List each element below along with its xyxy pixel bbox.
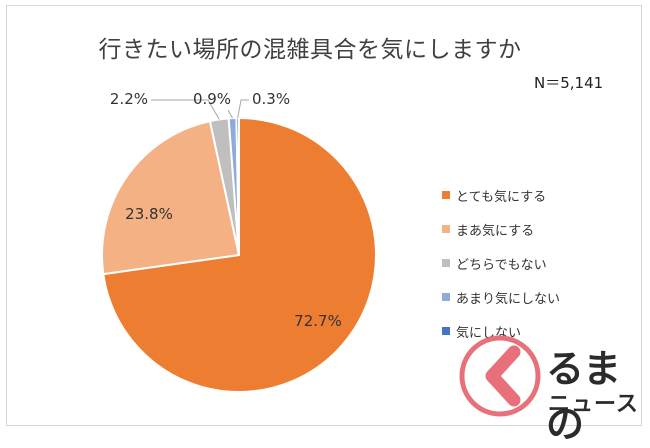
legend-swatch-1 [442,191,450,199]
leader-line-5 [237,99,249,119]
legend-entry-4: あまり気にしない [442,280,560,314]
legend: とても気にする まあ気にする どちらでもない あまり気にしない 気にしない [442,178,560,348]
legend-label-1: とても気にする [456,189,547,205]
data-label-3: 2.2% [110,90,148,108]
legend-entry-2: まあ気にする [442,212,560,246]
legend-entry-1: とても気にする [442,178,560,212]
leader-line-4 [227,109,233,119]
legend-swatch-3 [442,259,450,267]
legend-swatch-5 [442,327,450,335]
logo-text-top: るまの [546,347,621,446]
data-label-5: 0.3% [252,90,290,108]
legend-label-3: どちらでもない [456,257,547,273]
data-label-2: 23.8% [125,205,173,223]
logo-mark-icon [459,335,541,417]
pie-chart: 72.7% 23.8% 2.2% 0.9% 0.3% [101,90,377,393]
legend-swatch-2 [442,225,450,233]
logo-text-bottom: ニュース [548,392,639,417]
legend-swatch-4 [442,293,450,301]
leader-line-3 [151,99,220,120]
legend-entry-3: どちらでもない [442,246,560,280]
chart-title: 行きたい場所の混雑具合を気にしますか [98,37,522,63]
kuruma-news-logo: るまの ニュース [458,328,648,446]
sample-size: N＝5,141 [534,74,604,92]
legend-label-4: あまり気にしない [456,291,561,307]
legend-label-2: まあ気にする [456,223,535,239]
data-label-4: 0.9% [193,90,231,108]
pie-slice-2 [101,119,241,276]
data-label-1: 72.7% [294,312,342,330]
